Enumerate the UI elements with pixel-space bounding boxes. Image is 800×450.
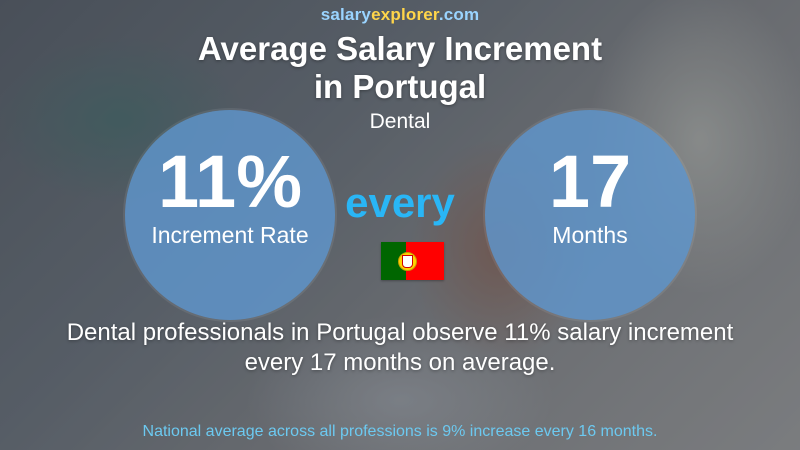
summary-line-2: every 17 months on average. bbox=[244, 349, 556, 376]
national-average-note: National average across all professions … bbox=[142, 423, 658, 440]
summary-text: Dental professionals in Portugal observe… bbox=[10, 318, 790, 378]
period-circle: 17 Months bbox=[485, 110, 695, 320]
flag-shield bbox=[402, 255, 413, 268]
title-line-1: Average Salary Increment bbox=[197, 30, 603, 67]
period-label: Months bbox=[552, 222, 628, 248]
page-title: Average Salary Increment in Portugal bbox=[0, 30, 800, 106]
increment-rate-value: 11% bbox=[157, 140, 303, 223]
title-line-2: in Portugal bbox=[313, 68, 487, 105]
logo-part-salary: salary bbox=[320, 5, 372, 24]
logo-part-explorer: explorer bbox=[371, 5, 439, 24]
period-value: 17 bbox=[548, 140, 632, 223]
summary-line-1: Dental professionals in Portugal observe… bbox=[66, 319, 734, 346]
site-logo[interactable]: salaryexplorer.com bbox=[0, 5, 800, 25]
increment-rate-circle: 11% Increment Rate bbox=[125, 110, 335, 320]
every-connector: every bbox=[345, 179, 455, 226]
job-subtitle: Dental bbox=[369, 110, 431, 133]
logo-part-domain: .com bbox=[438, 5, 480, 24]
increment-rate-label: Increment Rate bbox=[151, 222, 309, 248]
portugal-flag-icon bbox=[381, 242, 444, 280]
